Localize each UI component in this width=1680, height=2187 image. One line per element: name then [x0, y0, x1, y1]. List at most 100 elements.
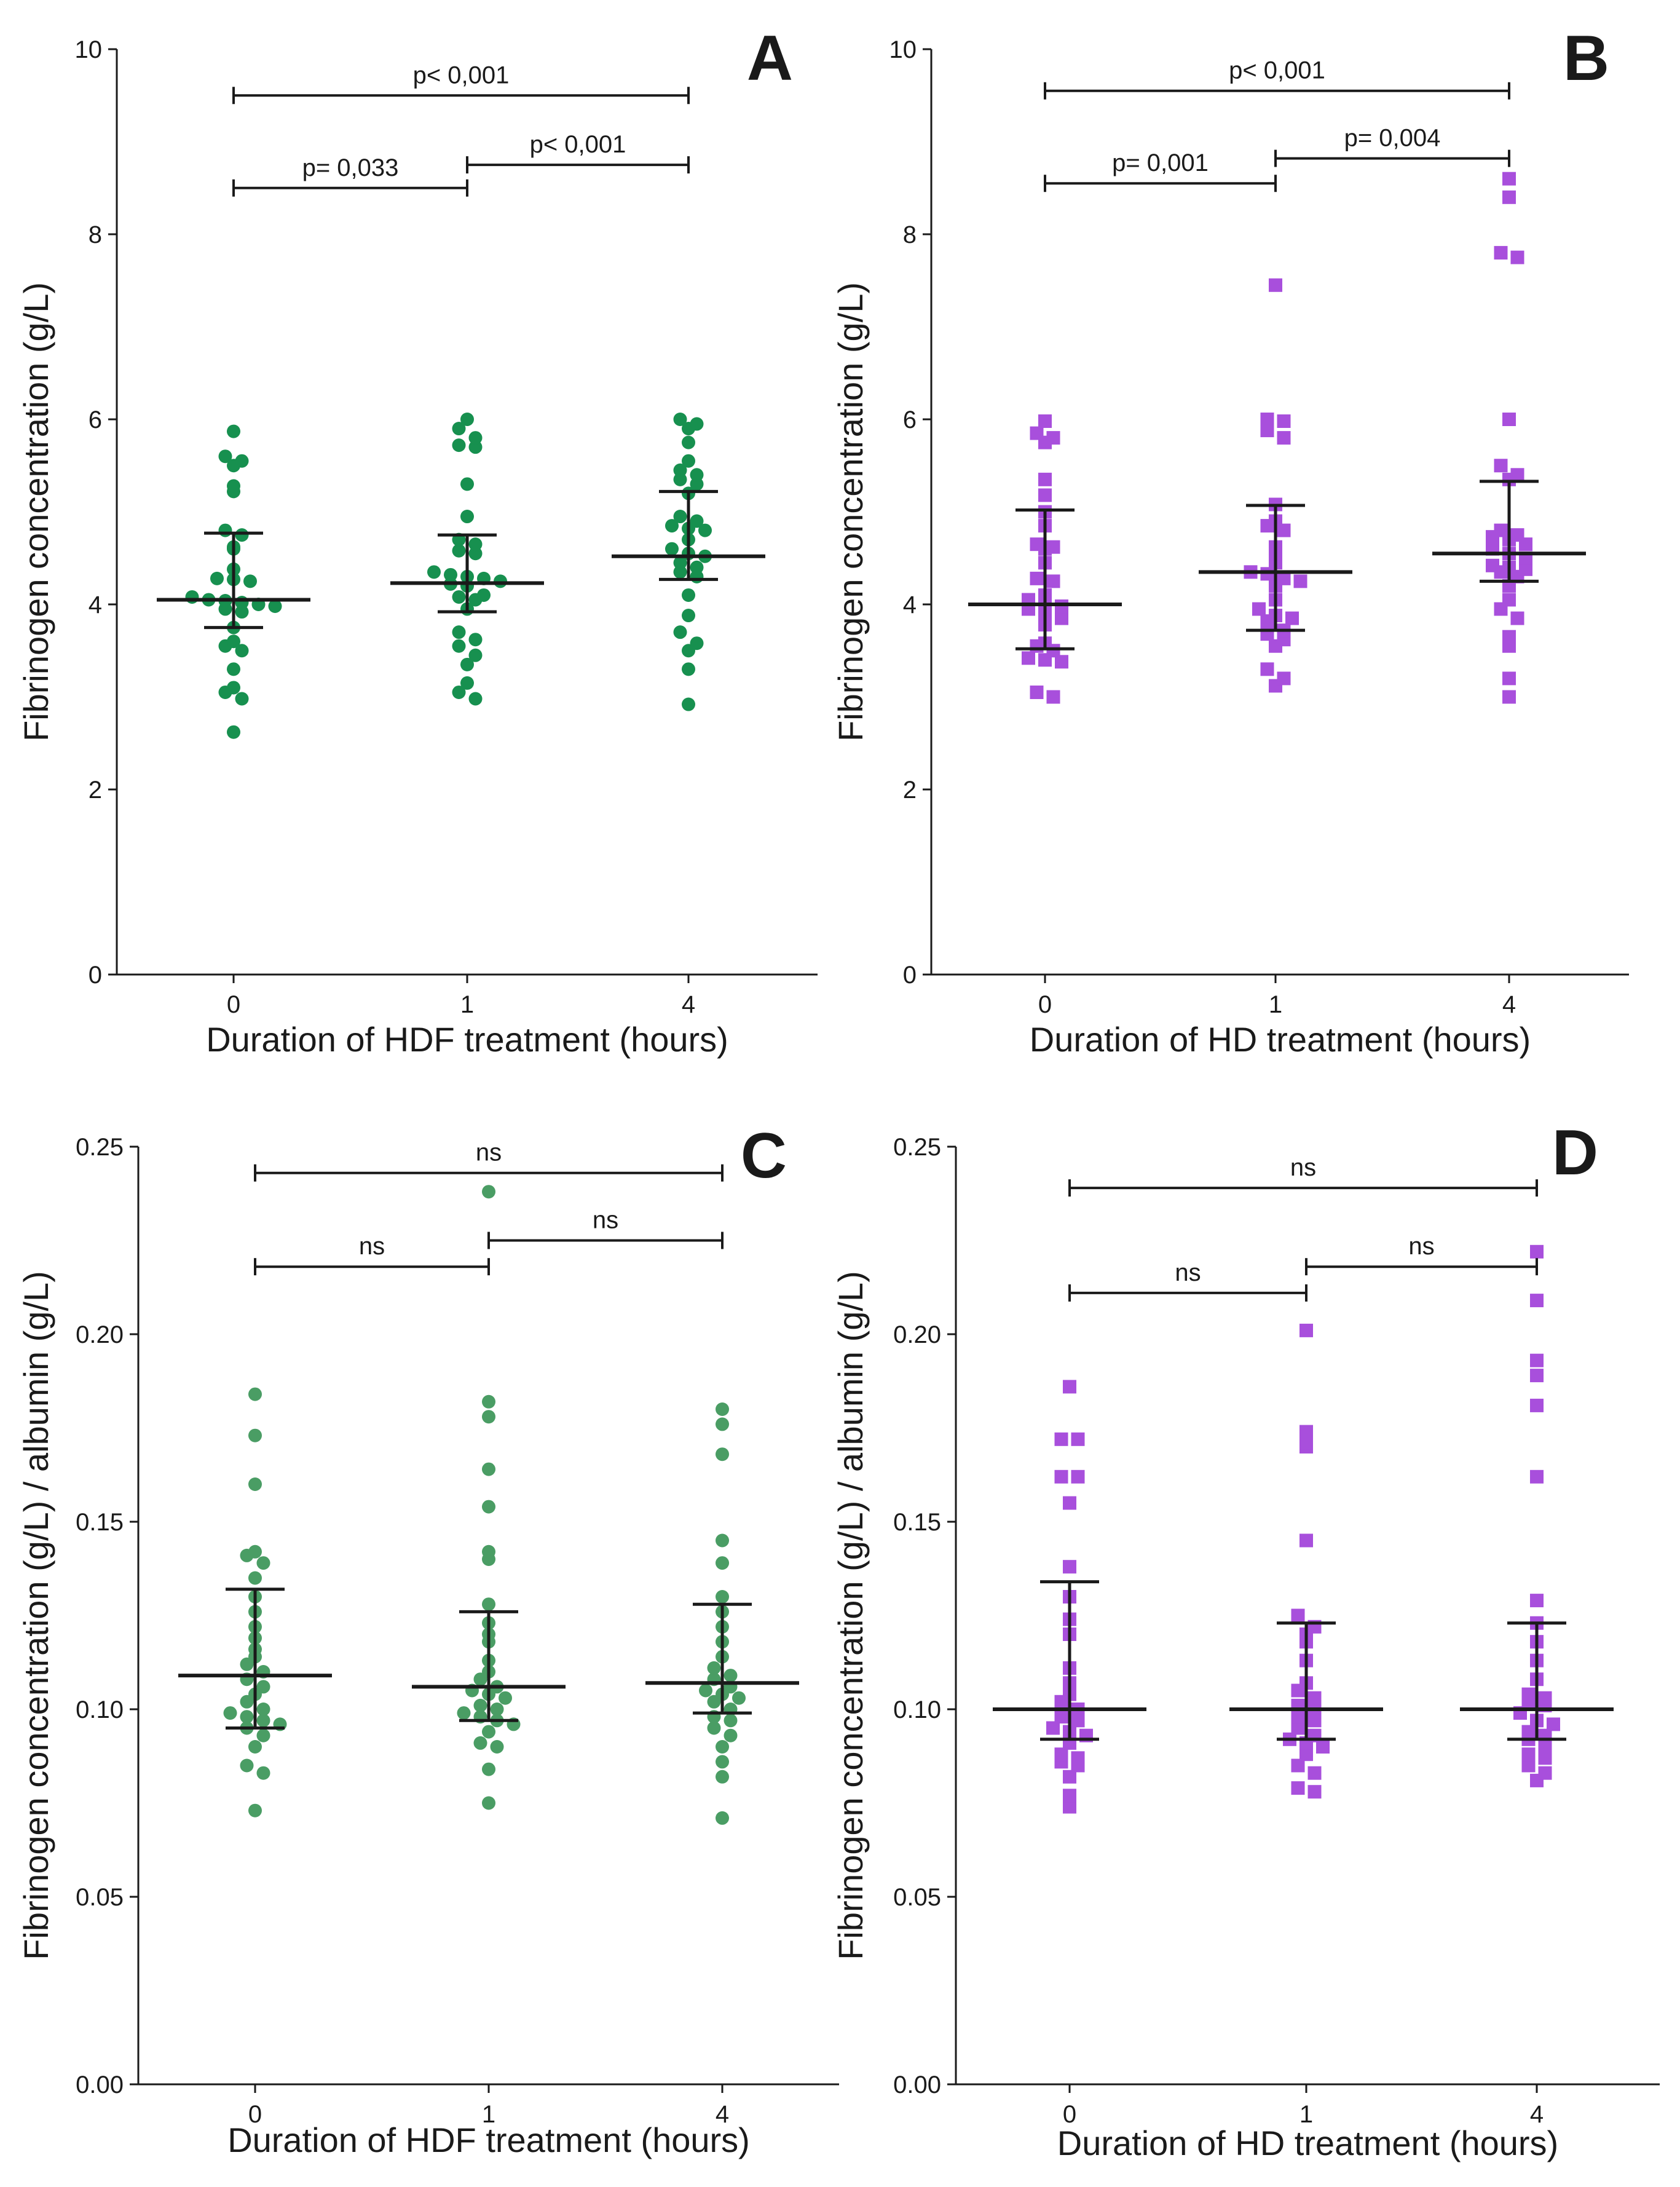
x-tick-label: 0 [248, 2101, 262, 2128]
y-tick-label: 0.25 [893, 1134, 941, 1161]
data-point [716, 1770, 729, 1784]
data-point [1521, 1725, 1536, 1739]
significance-label: ns [359, 1233, 385, 1260]
data-point [724, 1714, 738, 1728]
data-point [1277, 431, 1291, 445]
data-point [482, 1725, 495, 1739]
y-tick-label: 0.05 [76, 1884, 124, 1911]
data-point [235, 644, 249, 658]
data-point [227, 662, 240, 676]
data-point [248, 1428, 262, 1442]
data-point [482, 1462, 495, 1476]
significance-label: ns [476, 1139, 502, 1166]
data-point [1530, 1594, 1544, 1608]
data-point [452, 685, 466, 699]
data-point [235, 595, 249, 609]
data-point [724, 1728, 738, 1742]
data-point [1299, 1747, 1313, 1762]
data-point [1521, 1687, 1536, 1701]
data-point [1260, 424, 1274, 438]
significance-label: p< 0,001 [413, 61, 510, 89]
data-point [690, 560, 704, 574]
y-tick-label: 6 [89, 406, 102, 433]
data-point [235, 605, 249, 619]
data-point [1063, 1380, 1076, 1394]
data-point [1054, 1432, 1068, 1446]
x-axis-title: Duration of HD treatment (hours) [1057, 2124, 1558, 2162]
data-point [248, 1544, 262, 1559]
data-point [1055, 599, 1068, 614]
data-point [1046, 431, 1060, 445]
data-point [1291, 1758, 1305, 1773]
data-point [482, 1762, 495, 1776]
data-point [1071, 1751, 1085, 1765]
data-point [1038, 472, 1052, 486]
data-point [248, 1387, 262, 1401]
x-tick-label: 1 [1299, 2101, 1313, 2128]
data-point [1063, 1789, 1076, 1803]
data-point [1538, 1766, 1552, 1780]
data-point [1022, 651, 1035, 665]
data-point [716, 1447, 729, 1461]
panel-letter: B [1563, 23, 1609, 94]
data-point [716, 1590, 729, 1604]
data-point [1030, 685, 1044, 699]
data-point [673, 556, 687, 570]
data-point [452, 438, 466, 453]
data-point [490, 1703, 504, 1716]
data-point [1071, 1714, 1085, 1728]
panel-letter: A [747, 23, 793, 94]
y-tick-label: 10 [75, 36, 103, 63]
significance-label: p< 0,001 [1229, 57, 1325, 84]
data-point [460, 413, 474, 426]
data-point [1046, 574, 1060, 588]
x-tick-label: 1 [482, 2101, 495, 2128]
data-point [1307, 1766, 1322, 1780]
data-point [1502, 630, 1516, 644]
data-point [1510, 250, 1524, 264]
data-point [1299, 1323, 1313, 1337]
data-point [477, 588, 491, 602]
data-point [452, 625, 466, 639]
data-point [665, 519, 679, 533]
data-point [210, 571, 224, 585]
data-point [490, 1740, 504, 1754]
data-point [1055, 655, 1068, 669]
data-point [1046, 690, 1060, 704]
data-point [1055, 611, 1068, 625]
data-point [227, 424, 240, 438]
data-point [1291, 1781, 1305, 1795]
data-point [1063, 1770, 1076, 1784]
data-point [248, 1803, 262, 1817]
significance-label: ns [1408, 1233, 1434, 1260]
data-point [1277, 571, 1291, 585]
data-point [690, 417, 704, 431]
data-point [1038, 414, 1052, 429]
y-tick-label: 10 [889, 36, 917, 63]
data-point [1494, 246, 1508, 260]
data-point [1538, 1691, 1552, 1705]
data-point [1277, 414, 1291, 429]
data-point [1307, 1691, 1322, 1705]
data-point [482, 1410, 495, 1424]
data-point [1252, 602, 1266, 616]
data-point [256, 1703, 270, 1716]
data-point [1307, 1785, 1322, 1799]
data-point [698, 523, 712, 537]
data-point [452, 639, 466, 653]
y-tick-label: 0.20 [893, 1321, 941, 1348]
data-point [1269, 278, 1282, 292]
data-point [707, 1721, 721, 1735]
data-point [1071, 1432, 1085, 1446]
data-point [482, 1597, 495, 1612]
data-point [218, 523, 232, 537]
data-point [690, 468, 704, 482]
x-tick-label: 4 [1530, 2101, 1544, 2128]
data-point [1260, 662, 1274, 676]
data-point [1521, 1747, 1536, 1762]
data-point [1063, 1496, 1076, 1510]
data-point [248, 1477, 262, 1491]
